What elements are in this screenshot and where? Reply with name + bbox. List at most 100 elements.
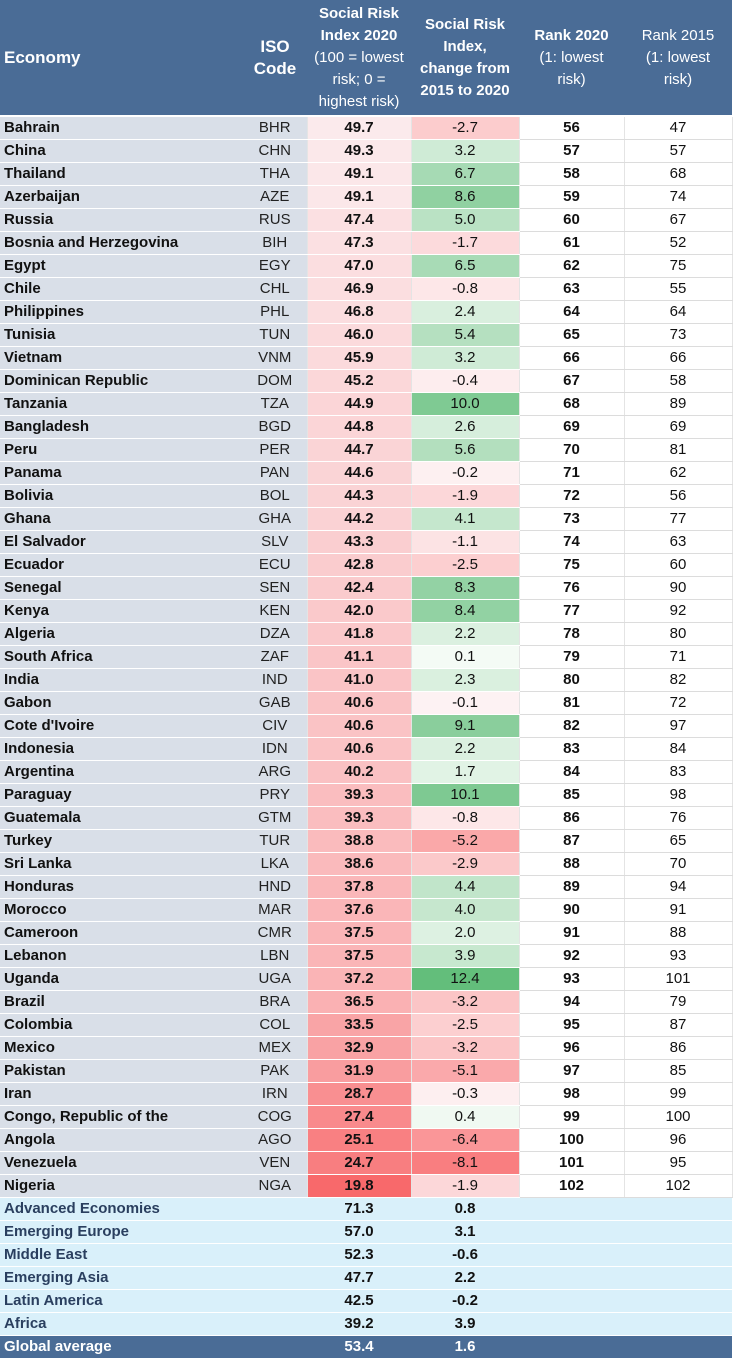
economy-cell: Honduras bbox=[0, 875, 243, 899]
index-2020-cell: 47.4 bbox=[306, 208, 411, 232]
economy-cell: Guatemala bbox=[0, 806, 243, 830]
table-row: Senegal SEN 42.4 8.3 76 90 bbox=[0, 576, 733, 600]
iso-cell: BOL bbox=[243, 484, 307, 508]
change-cell: 4.0 bbox=[410, 898, 520, 922]
change-cell: -1.9 bbox=[410, 1174, 520, 1198]
economy-cell: Tunisia bbox=[0, 323, 243, 347]
rank-2015-cell: 100 bbox=[624, 1105, 733, 1129]
economy-cell: Congo, Republic of the bbox=[0, 1105, 243, 1129]
table-row: Lebanon LBN 37.5 3.9 92 93 bbox=[0, 944, 733, 968]
header-line: Rank 2015 bbox=[641, 26, 715, 44]
rank-2020-cell: 78 bbox=[519, 622, 625, 646]
region-name-cell: Middle East bbox=[0, 1243, 307, 1267]
change-cell: 9.1 bbox=[410, 714, 520, 738]
rank-2020-cell: 95 bbox=[519, 1013, 625, 1037]
iso-cell: PER bbox=[243, 438, 307, 462]
rank-2020-cell: 59 bbox=[519, 185, 625, 209]
table-row: Uganda UGA 37.2 12.4 93 101 bbox=[0, 967, 733, 991]
economy-cell: Dominican Republic bbox=[0, 369, 243, 393]
iso-cell: ZAF bbox=[243, 645, 307, 669]
table-row: Dominican Republic DOM 45.2 -0.4 67 58 bbox=[0, 369, 733, 393]
index-2020-cell: 24.7 bbox=[306, 1151, 411, 1175]
table-row: Kenya KEN 42.0 8.4 77 92 bbox=[0, 599, 733, 623]
global-average-row: Global average 53.4 1.6 bbox=[0, 1335, 732, 1359]
rank-2015-cell: 96 bbox=[624, 1128, 733, 1152]
change-cell: 1.7 bbox=[410, 760, 520, 784]
rank-2015-cell: 97 bbox=[624, 714, 733, 738]
index-2020-cell: 32.9 bbox=[306, 1036, 411, 1060]
iso-cell: RUS bbox=[243, 208, 307, 232]
change-cell: 8.3 bbox=[410, 576, 520, 600]
iso-cell: VNM bbox=[243, 346, 307, 370]
economy-cell: Turkey bbox=[0, 829, 243, 853]
economy-cell: South Africa bbox=[0, 645, 243, 669]
rank-2020-cell: 81 bbox=[519, 691, 625, 715]
economy-cell: Russia bbox=[0, 208, 243, 232]
iso-cell: SLV bbox=[243, 530, 307, 554]
economy-cell: Ghana bbox=[0, 507, 243, 531]
change-cell: 6.5 bbox=[410, 254, 520, 278]
rank-2020-cell: 65 bbox=[519, 323, 625, 347]
change-cell: -3.2 bbox=[410, 990, 520, 1014]
rank-2020-cell: 72 bbox=[519, 484, 625, 508]
rank-2015-cell: 52 bbox=[624, 231, 733, 255]
economy-cell: Thailand bbox=[0, 162, 243, 186]
region-empty-cell bbox=[519, 1312, 732, 1336]
iso-cell: UGA bbox=[243, 967, 307, 991]
global-change-cell: 1.6 bbox=[411, 1335, 519, 1359]
table-row: China CHN 49.3 3.2 57 57 bbox=[0, 139, 733, 163]
header-line: Rank 2020 bbox=[534, 26, 609, 44]
index-2020-cell: 40.6 bbox=[306, 714, 411, 738]
change-cell: -1.9 bbox=[410, 484, 520, 508]
change-cell: 2.4 bbox=[410, 300, 520, 324]
rank-2015-cell: 47 bbox=[624, 116, 733, 140]
region-change-cell: 3.1 bbox=[411, 1220, 519, 1244]
region-name-cell: Emerging Europe bbox=[0, 1220, 307, 1244]
economy-cell: Algeria bbox=[0, 622, 243, 646]
change-cell: 4.1 bbox=[410, 507, 520, 531]
change-cell: -0.1 bbox=[410, 691, 520, 715]
table-row: Ghana GHA 44.2 4.1 73 77 bbox=[0, 507, 733, 531]
rank-2020-cell: 76 bbox=[519, 576, 625, 600]
change-cell: 0.4 bbox=[410, 1105, 520, 1129]
rank-2015-cell: 83 bbox=[624, 760, 733, 784]
rank-2020-cell: 96 bbox=[519, 1036, 625, 1060]
economy-cell: China bbox=[0, 139, 243, 163]
table-row: Guatemala GTM 39.3 -0.8 86 76 bbox=[0, 806, 733, 830]
table-row: Azerbaijan AZE 49.1 8.6 59 74 bbox=[0, 185, 733, 209]
rank-2020-cell: 63 bbox=[519, 277, 625, 301]
iso-cell: PAN bbox=[243, 461, 307, 485]
table-row: South Africa ZAF 41.1 0.1 79 71 bbox=[0, 645, 733, 669]
economy-cell: Senegal bbox=[0, 576, 243, 600]
rank-2020-cell: 90 bbox=[519, 898, 625, 922]
rank-2015-cell: 84 bbox=[624, 737, 733, 761]
iso-cell: MEX bbox=[243, 1036, 307, 1060]
index-2020-cell: 40.6 bbox=[306, 691, 411, 715]
economy-cell: Panama bbox=[0, 461, 243, 485]
change-cell: -6.4 bbox=[410, 1128, 520, 1152]
rank-2015-cell: 76 bbox=[624, 806, 733, 830]
region-name-cell: Emerging Asia bbox=[0, 1266, 307, 1290]
iso-cell: IDN bbox=[243, 737, 307, 761]
iso-cell: CHN bbox=[243, 139, 307, 163]
region-index-cell: 42.5 bbox=[307, 1289, 411, 1313]
iso-cell: VEN bbox=[243, 1151, 307, 1175]
change-cell: 2.0 bbox=[410, 921, 520, 945]
rank-2015-cell: 101 bbox=[624, 967, 733, 991]
rank-2015-cell: 73 bbox=[624, 323, 733, 347]
economy-cell: Brazil bbox=[0, 990, 243, 1014]
table-row: El Salvador SLV 43.3 -1.1 74 63 bbox=[0, 530, 733, 554]
iso-cell: CIV bbox=[243, 714, 307, 738]
table-row: Vietnam VNM 45.9 3.2 66 66 bbox=[0, 346, 733, 370]
region-index-cell: 47.7 bbox=[307, 1266, 411, 1290]
change-cell: -2.5 bbox=[410, 1013, 520, 1037]
rank-2015-cell: 86 bbox=[624, 1036, 733, 1060]
index-2020-cell: 43.3 bbox=[306, 530, 411, 554]
header-rank-2020: Rank 2020 (1: lowest risk) bbox=[519, 0, 624, 117]
iso-cell: TUN bbox=[243, 323, 307, 347]
table-row: Nigeria NGA 19.8 -1.9 102 102 bbox=[0, 1174, 733, 1198]
rank-2020-cell: 66 bbox=[519, 346, 625, 370]
rank-2020-cell: 79 bbox=[519, 645, 625, 669]
table-row: Ecuador ECU 42.8 -2.5 75 60 bbox=[0, 553, 733, 577]
rank-2020-cell: 101 bbox=[519, 1151, 625, 1175]
